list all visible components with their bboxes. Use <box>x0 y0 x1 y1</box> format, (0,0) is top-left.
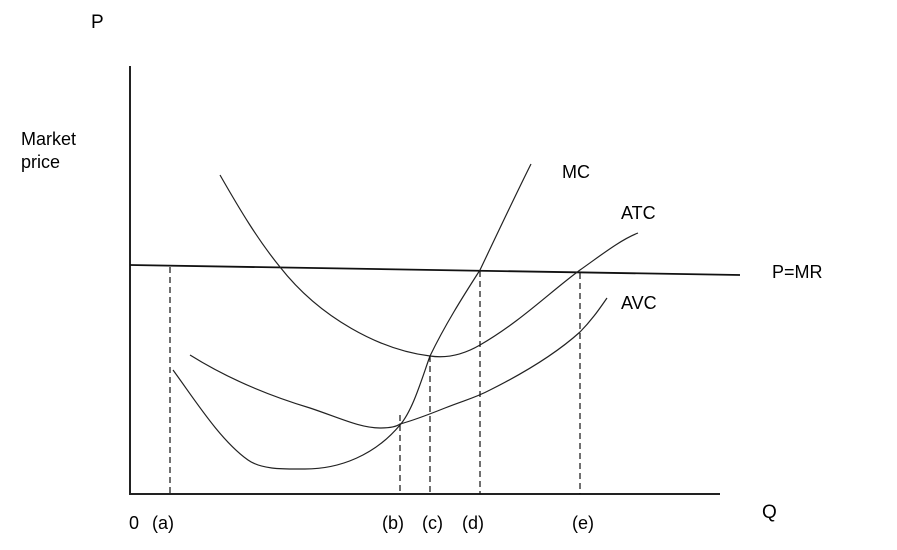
quantity-label-a: (a) <box>152 513 174 533</box>
price-mr-label: P=MR <box>772 262 823 282</box>
atc-label: ATC <box>621 203 656 223</box>
price-mr-line <box>129 264 741 276</box>
atc-curve <box>219 174 639 358</box>
y-axis-description-line2: price <box>21 152 61 172</box>
origin-label: 0 <box>129 513 140 533</box>
avc-curve <box>189 297 608 429</box>
quantity-label-e: (e) <box>572 513 594 533</box>
quantity-label-d: (d) <box>462 513 484 533</box>
y-axis-description-line1: Market <box>21 129 77 149</box>
quantity-label-c: (c) <box>422 513 443 533</box>
mc-label: MC <box>562 162 590 182</box>
quantity-label-b: (b) <box>382 513 404 533</box>
avc-label: AVC <box>621 293 657 313</box>
x-axis-label: Q <box>762 502 777 523</box>
y-axis-label: P <box>91 12 104 33</box>
